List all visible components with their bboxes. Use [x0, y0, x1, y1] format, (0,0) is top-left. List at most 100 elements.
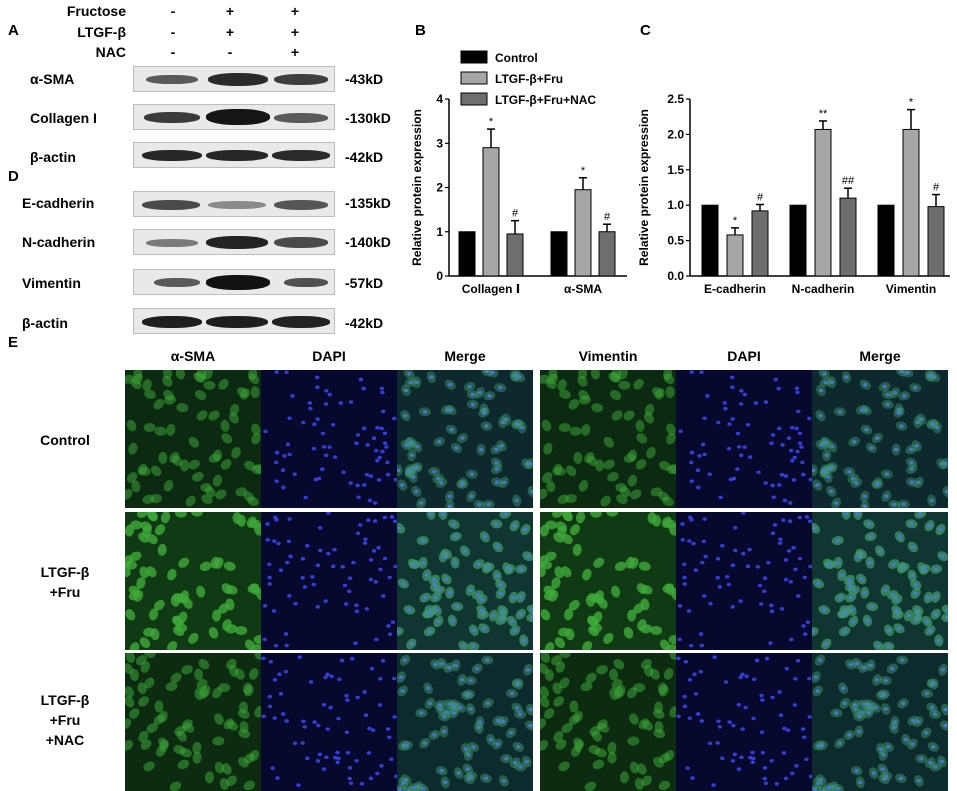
cell [171, 455, 183, 467]
significance-mark: # [933, 182, 940, 194]
nucleus [508, 730, 514, 735]
nucleus [402, 658, 408, 662]
x-tick-label: N-cadherin [792, 282, 855, 296]
cell-field [125, 653, 261, 791]
nucleus [901, 502, 906, 507]
bar [598, 231, 616, 277]
cell [553, 696, 565, 707]
nucleus [886, 745, 891, 749]
nucleus [698, 632, 704, 636]
nucleus [700, 560, 705, 565]
nucleus [284, 370, 289, 375]
nucleus [742, 392, 747, 397]
nucleus [759, 693, 764, 698]
cell [548, 370, 558, 380]
nucleus [316, 476, 322, 481]
nucleus [784, 666, 790, 671]
micrograph-a-sma [125, 512, 261, 650]
cell [666, 423, 676, 436]
nucleus [387, 575, 392, 580]
nucleus [762, 776, 767, 781]
nucleus [277, 672, 282, 677]
nucleus [516, 744, 521, 749]
blot-strip-collagen [133, 104, 335, 130]
nucleus [276, 541, 281, 546]
nucleus [729, 375, 735, 380]
cell [125, 740, 134, 751]
nucleus [363, 713, 369, 718]
nucleus [862, 494, 867, 499]
nucleus [432, 577, 437, 582]
y-tick-label: 1 [436, 225, 443, 239]
nucleus [929, 422, 935, 426]
y-tick-label: 0 [436, 269, 443, 283]
cell [569, 426, 582, 436]
nucleus [392, 416, 397, 421]
micrograph-merge [397, 653, 533, 791]
cell [144, 677, 155, 689]
bar-chart-b: Control LTGF-β+Fru LTGF-β+Fru+NAC 0 1 2 3 4 Col… [410, 50, 627, 296]
cell [170, 594, 180, 607]
bar [726, 234, 744, 277]
nucleus [444, 408, 450, 412]
nucleus [292, 741, 298, 746]
cell [611, 370, 622, 380]
nucleus [498, 385, 503, 390]
nucleus [900, 701, 906, 706]
nucleus [400, 689, 405, 693]
cell [540, 696, 550, 708]
nucleus [847, 577, 852, 582]
nucleus [776, 386, 781, 391]
micro-row-label-ltgf-fru-nac: LTGF-β +Fru +NAC [10, 690, 120, 750]
nucleus [878, 747, 883, 751]
nucleus [883, 678, 888, 683]
cell [669, 523, 676, 536]
nucleus [447, 590, 452, 595]
nucleus [751, 716, 756, 721]
nucleus [409, 453, 414, 457]
nucleus [403, 443, 409, 447]
nucleus [884, 472, 890, 476]
nucleus [468, 678, 473, 683]
nucleus [698, 669, 704, 674]
nucleus [353, 641, 358, 645]
significance-mark: ** [819, 108, 828, 120]
condition-label-nac: NAC [95, 44, 126, 60]
cell [658, 780, 671, 791]
blot-band [144, 112, 200, 123]
cell [636, 583, 647, 595]
cell [607, 472, 619, 482]
cell-field [397, 370, 533, 508]
nucleus [375, 425, 380, 430]
nucleus [762, 576, 768, 580]
nucleus [815, 483, 820, 487]
cell [544, 669, 554, 682]
condition-value: - [170, 3, 176, 19]
cell [553, 532, 565, 543]
nucleus [401, 781, 406, 785]
nucleus [372, 519, 378, 523]
nucleus [453, 534, 458, 539]
nucleus [377, 703, 383, 707]
micro-header-merge-1: Merge [444, 348, 486, 364]
panel-letter-e: E [8, 334, 19, 351]
nucleus [933, 567, 939, 571]
bar [574, 189, 592, 277]
nucleus [804, 515, 810, 519]
nucleus [702, 593, 707, 598]
cell [238, 709, 250, 719]
nucleus [373, 501, 378, 505]
nucleus [494, 480, 500, 485]
significance-mark: ## [842, 175, 855, 187]
cell [657, 682, 667, 695]
nucleus [703, 554, 708, 559]
nucleus [874, 678, 880, 682]
nucleus [263, 429, 268, 434]
nucleus [379, 426, 384, 431]
nucleus [785, 728, 791, 732]
nucleus [351, 560, 356, 565]
cell [540, 663, 549, 675]
kd-label-beta-actin-d: -42kD [345, 315, 384, 331]
nucleus [890, 593, 895, 597]
cell [132, 373, 144, 385]
